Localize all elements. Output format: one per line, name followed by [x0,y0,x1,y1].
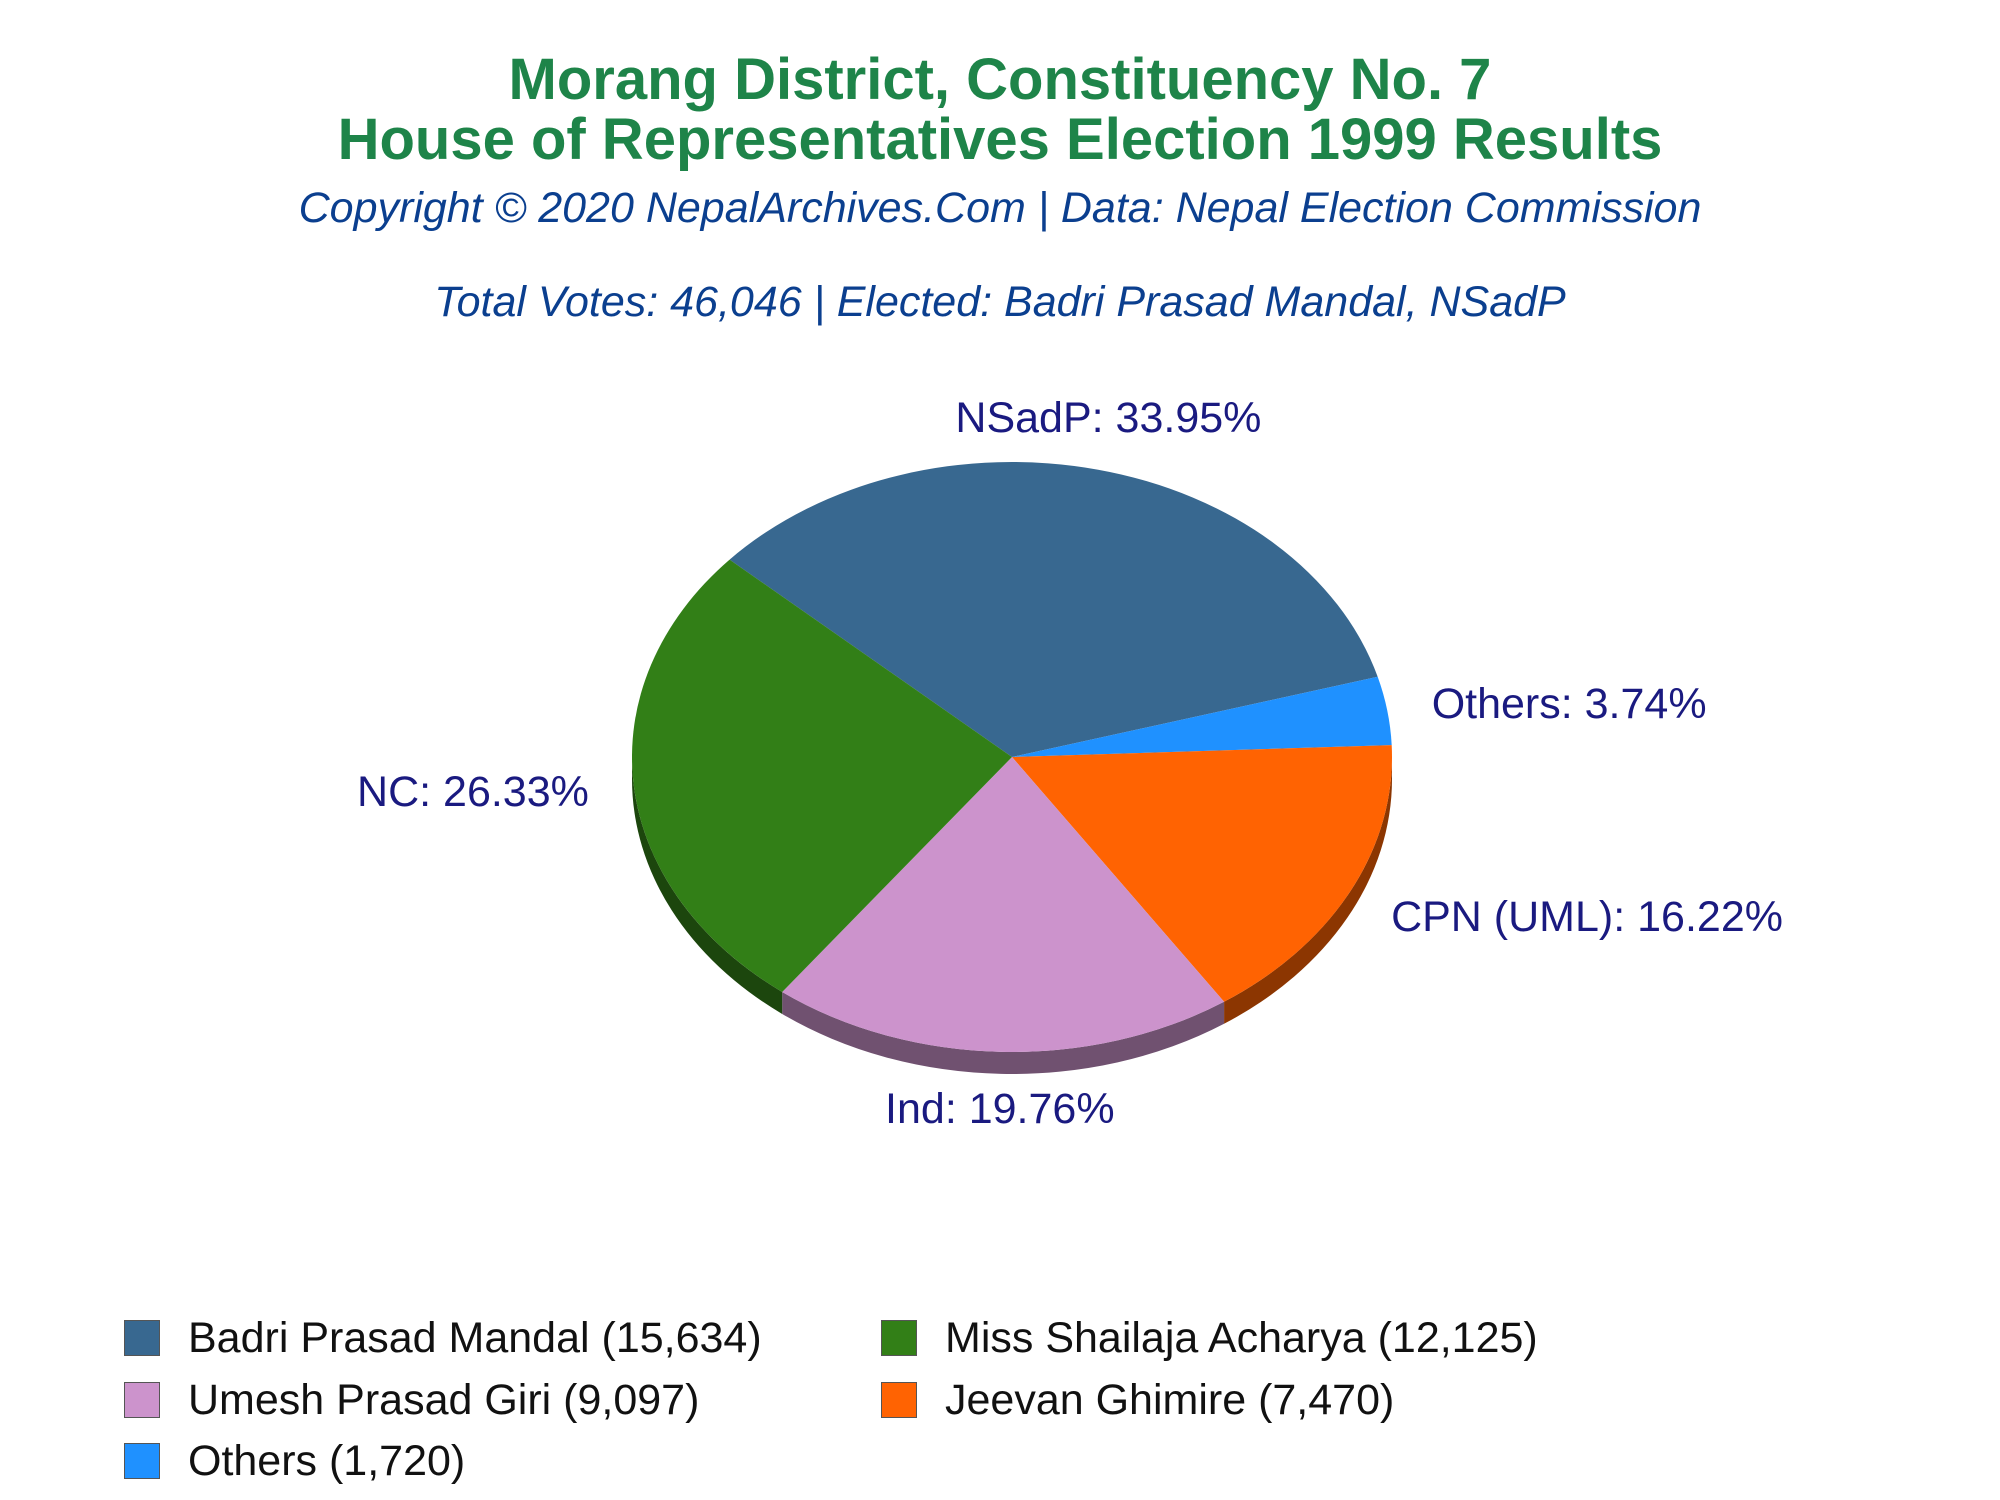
pie-slice [782,757,1225,1052]
pie-slice-side [782,991,1225,1074]
chart-title: Morang District, Constituency No. 7 [508,47,1492,112]
legend-swatch [881,1320,917,1356]
legend-label: Jeevan Ghimire (7,470) [945,1375,1395,1424]
legend-label: Badri Prasad Mandal (15,634) [188,1313,762,1362]
legend-item: Others (1,720) [124,1437,465,1485]
pie-slice [631,559,1012,992]
slice-label: NSadP: 33.95% [955,394,1261,442]
legend-item: Badri Prasad Mandal (15,634) [124,1314,762,1362]
legend-swatch [124,1443,160,1479]
legend-label: Miss Shailaja Acharya (12,125) [945,1313,1538,1362]
chart-subtitle: Copyright © 2020 NepalArchives.Com | Dat… [298,184,1702,232]
chart-summary: Total Votes: 46,046 | Elected: Badri Pra… [434,278,1566,326]
slice-label: Others: 3.74% [1432,680,1707,728]
legend-item: Miss Shailaja Acharya (12,125) [881,1314,1538,1362]
legend-item: Jeevan Ghimire (7,470) [881,1376,1394,1424]
legend-label: Umesh Prasad Giri (9,097) [188,1375,700,1424]
slice-label: CPN (UML): 16.22% [1391,893,1783,941]
chart-title-line2: House of Representatives Election 1999 R… [337,107,1663,172]
pie-slice-side [632,757,783,1014]
pie-slice [1012,745,1392,1002]
slice-label: Ind: 19.76% [885,1085,1115,1133]
legend-swatch [881,1382,917,1418]
legend-swatch [124,1382,160,1418]
pie-slice [1012,676,1392,757]
legend-label: Others (1,720) [188,1436,466,1485]
slice-label: NC: 26.33% [357,768,589,816]
pie-slice-side [1224,757,1392,1024]
legend-item: Umesh Prasad Giri (9,097) [124,1376,699,1424]
legend-swatch [124,1320,160,1356]
pie-slice [729,461,1378,757]
